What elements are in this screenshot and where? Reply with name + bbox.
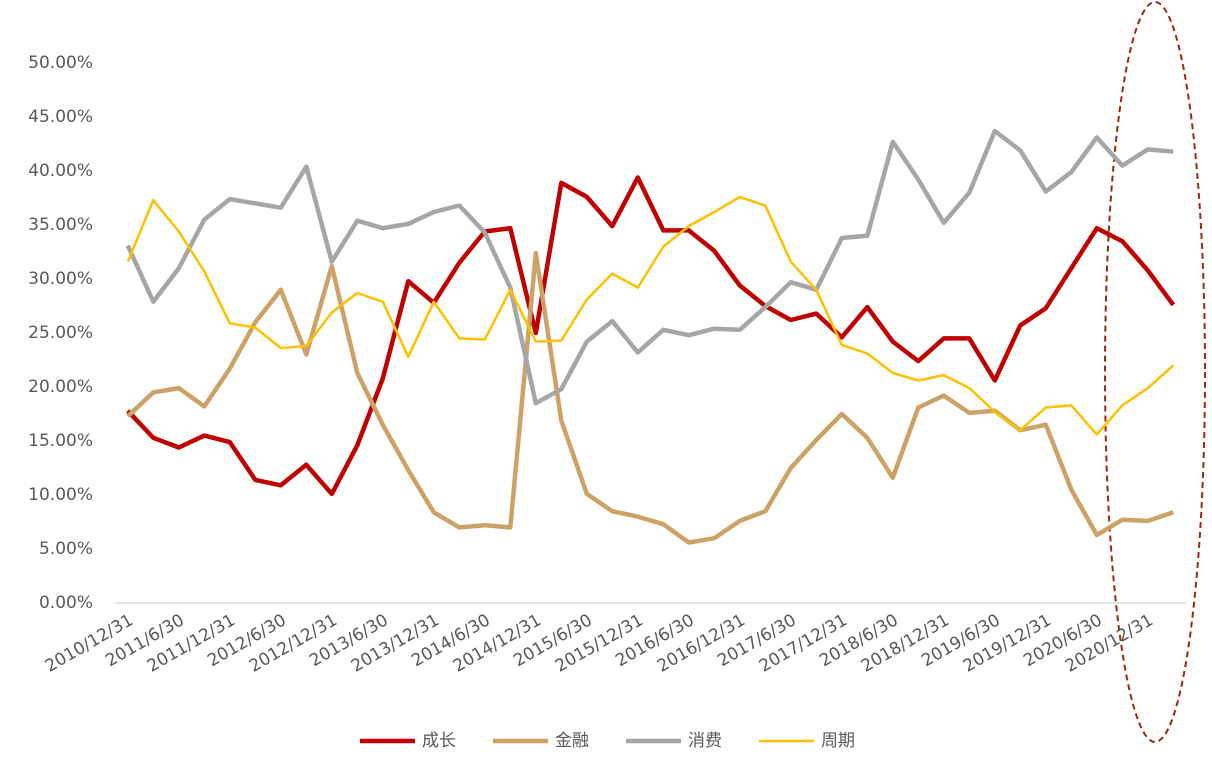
y-tick-label: 5.00%	[39, 539, 93, 559]
series-line	[126, 250, 1175, 545]
y-tick-label: 50.00%	[28, 53, 93, 73]
series-line	[125, 128, 1174, 406]
y-tick-label: 35.00%	[28, 215, 93, 235]
y-tick-label: 10.00%	[28, 485, 93, 505]
series-line	[126, 175, 1176, 497]
y-tick-label: 30.00%	[28, 269, 93, 289]
y-tick-label: 0.00%	[39, 593, 93, 613]
y-tick-label: 45.00%	[28, 107, 93, 127]
y-tick-label: 15.00%	[28, 431, 93, 451]
y-tick-label: 20.00%	[28, 377, 93, 397]
legend-label: 金融	[555, 731, 589, 751]
legend-label: 成长	[422, 731, 456, 751]
y-tick-label: 25.00%	[28, 323, 93, 343]
y-tick-label: 40.00%	[28, 161, 93, 181]
highlight-ellipse	[1104, 1, 1206, 743]
legend-label: 消费	[688, 731, 722, 751]
legend-label: 周期	[821, 731, 855, 751]
series-line	[126, 195, 1175, 436]
